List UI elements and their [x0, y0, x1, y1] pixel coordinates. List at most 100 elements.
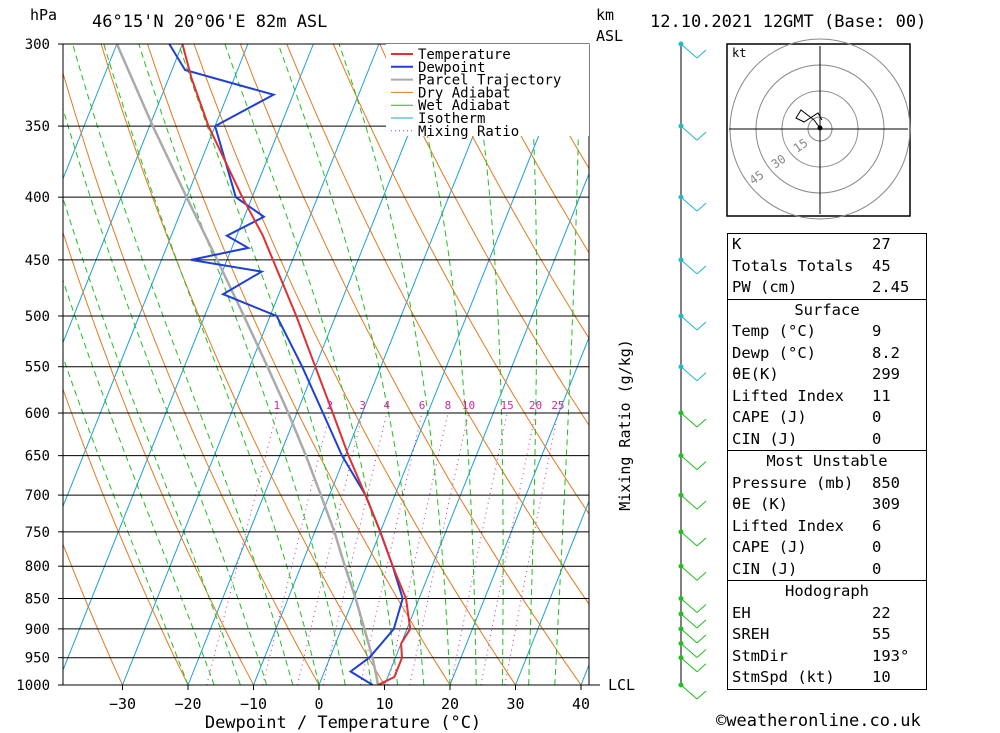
index-label: CIN (J) [727, 558, 868, 581]
index-row: SREH 55 [727, 624, 927, 646]
pressure-tick-label: 700 [25, 488, 50, 504]
wet-adiabat-lines [63, 44, 580, 685]
mixing-ratio-label: 2 [327, 399, 334, 412]
wind-barb-flag [696, 131, 707, 141]
index-label: EH [727, 602, 868, 624]
pressure-tick-label: 800 [25, 559, 50, 575]
wind-barb-staff [680, 643, 698, 658]
sounding-profiles [115, 44, 412, 685]
wind-barb-flag [696, 202, 707, 212]
index-label: Lifted Index [727, 515, 868, 537]
index-section-title: Surface [727, 298, 927, 321]
asl-label: ASL [596, 27, 624, 45]
dewpoint-line [168, 44, 404, 685]
plot-axes [62, 43, 590, 686]
index-row: CAPE (J) 0 [727, 537, 927, 559]
wind-barb-flag [696, 690, 707, 700]
index-section-header: Surface [727, 298, 927, 321]
legend-entry: Dewpoint [418, 60, 485, 76]
index-row: Totals Totals 45 [727, 255, 927, 277]
legend-entry: Dry Adiabat [418, 85, 511, 101]
wind-barb-staff [680, 531, 698, 547]
index-label: PW (cm) [727, 277, 868, 299]
index-row: CIN (J) 0 [727, 558, 927, 581]
mixing-ratio-line [297, 412, 364, 685]
index-row: θE (K) 309 [727, 494, 927, 516]
datetime-title: 12.10.2021 12GMT (Base: 00) [650, 12, 927, 32]
mixing-ratio-line [480, 412, 536, 685]
dry-adiabat-line [147, 44, 451, 685]
wet-adiabat-line [528, 44, 538, 685]
mixing-ratio-label: 10 [462, 399, 475, 412]
isotherm-line [63, 44, 314, 672]
mixing-ratio-lines [206, 412, 559, 685]
index-label: Temp (°C) [727, 321, 868, 343]
pressure-tick-label: 950 [25, 651, 50, 667]
isotherm-line [384, 172, 589, 685]
index-section-title: Hodograph [727, 580, 927, 603]
wind-barb-staff [680, 259, 698, 275]
hodograph-ring-label: 30 [769, 152, 789, 172]
km-label: km [596, 6, 615, 24]
mixing-ratio-label: 3 [359, 399, 366, 412]
wind-barb-flag [696, 619, 707, 629]
temperature-tick-label: −20 [174, 695, 201, 713]
index-label: CIN (J) [727, 428, 868, 451]
index-label: Pressure (mb) [727, 472, 868, 494]
hodograph-ring-label: 45 [747, 168, 767, 188]
wet-adiabat-line [103, 44, 320, 685]
mixing-ratio-label: 1 [273, 399, 280, 412]
mixing-ratio-label: 4 [383, 399, 390, 412]
pressure-tick-label: 500 [25, 309, 50, 325]
mixing-ratio-label: 20 [529, 399, 542, 412]
index-section-header: Hodograph [727, 580, 927, 603]
pressure-tick-label: 650 [25, 449, 50, 465]
x-axis-title: Dewpoint / Temperature (°C) [205, 713, 481, 733]
temperature-tick-label: 40 [572, 695, 590, 713]
wind-barb-flag [696, 321, 707, 331]
legend-entry: Parcel Trajectory [418, 73, 561, 89]
wind-barb-staff [680, 613, 698, 629]
wind-barb-staff [680, 684, 698, 700]
index-label: θE (K) [727, 494, 868, 516]
index-value: 0 [868, 428, 927, 451]
wind-barb-flag [696, 537, 707, 547]
legend-entry: Isotherm [418, 111, 485, 127]
stability-indices-table: K 27 Totals Totals 45 PW (cm) 2.45 Surface Temp… [727, 233, 927, 690]
hodograph-unit-label: kt [732, 46, 746, 60]
dry-adiabat-line [379, 44, 589, 427]
mixing-ratio-line [322, 412, 388, 685]
index-row: Dewp (°C) 8.2 [727, 342, 927, 364]
mixing-ratio-line [409, 412, 470, 685]
index-section-title: Most Unstable [727, 450, 927, 473]
index-value: 55 [868, 624, 927, 646]
temperature-tick-label: 20 [441, 695, 459, 713]
mixing-ratio-label: 25 [551, 399, 564, 412]
isotherm-line [318, 44, 576, 685]
isotherm-line [63, 44, 183, 344]
index-value: 45 [868, 255, 927, 277]
wind-barb-flag [696, 604, 707, 613]
mixing-ratio-label: 15 [501, 399, 514, 412]
dry-adiabat-line [472, 44, 589, 254]
storm-motion-marker [817, 125, 823, 131]
index-value: 0 [868, 407, 927, 429]
index-row: EH 22 [727, 602, 927, 624]
pressure-tick-label: 350 [25, 119, 50, 135]
wet-adiabat-line [338, 44, 451, 685]
index-label: θE(K) [727, 364, 868, 386]
isotherm-line [63, 44, 118, 181]
wind-barb-staff [680, 565, 698, 581]
legend-background [386, 44, 589, 136]
wind-barb-flag [696, 265, 707, 275]
dry-adiabat-line [193, 44, 516, 685]
wind-barb-staff [680, 455, 698, 471]
index-value: 22 [868, 602, 927, 624]
location-title: 46°15'N 20°06'E 82m ASL [92, 12, 328, 32]
wind-barb-staff [680, 366, 698, 382]
index-label: Lifted Index [727, 385, 868, 407]
plot-frame [62, 43, 590, 686]
wind-barb-staff [680, 196, 698, 212]
isotherm-line [449, 336, 589, 685]
